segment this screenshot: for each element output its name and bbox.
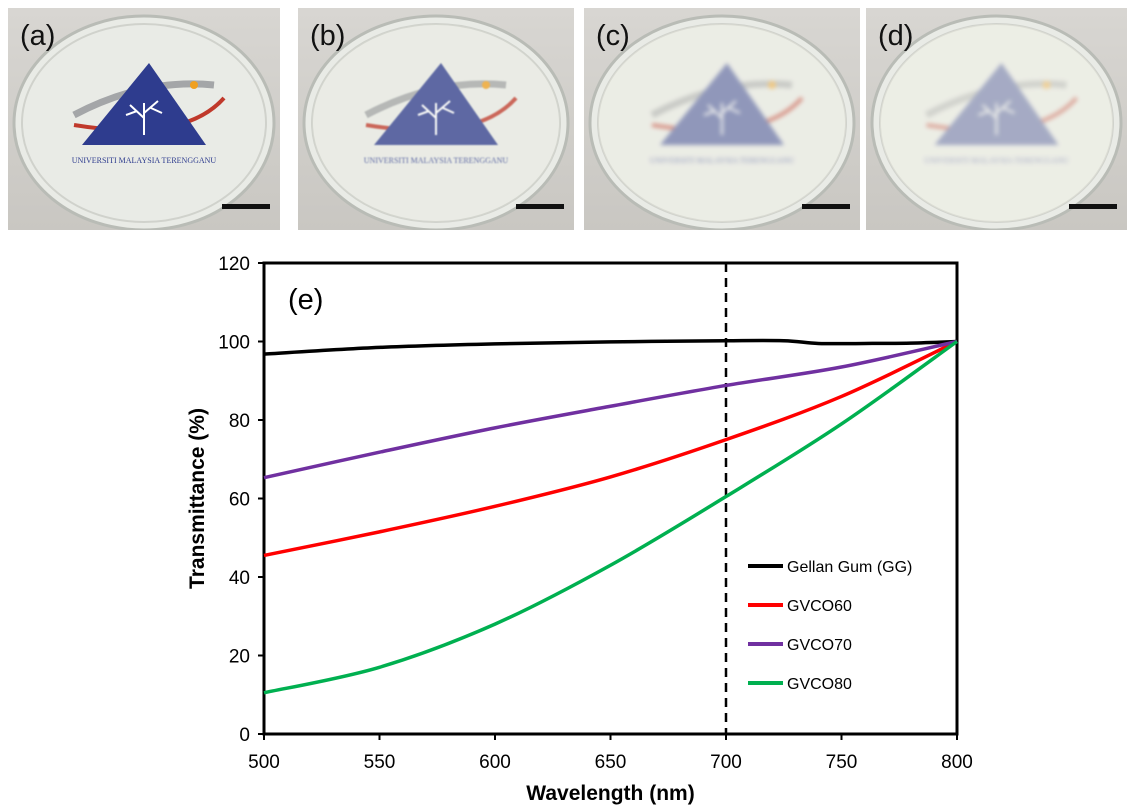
- plot-frame: [262, 261, 959, 736]
- photo-panel-label: (b): [310, 20, 346, 52]
- petri-dish-photo: UNIVERSITI MALAYSIA TERENGGANU: [302, 14, 570, 230]
- petri-dish-photo: UNIVERSITI MALAYSIA TERENGGANU: [870, 14, 1123, 230]
- x-tick-label: 650: [595, 752, 627, 773]
- x-tick-label: 750: [826, 752, 858, 773]
- scale-bar: [516, 204, 564, 209]
- y-tick-label: 40: [229, 568, 250, 589]
- x-tick-label: 800: [941, 752, 973, 773]
- chart-panel-label: (e): [288, 284, 323, 316]
- photo-panel-b: UNIVERSITI MALAYSIA TERENGGANU (b): [298, 8, 574, 230]
- y-tick-label: 100: [218, 333, 250, 354]
- x-axis-label: Wavelength (nm): [526, 782, 694, 805]
- logo-caption: UNIVERSITI MALAYSIA TERENGGANU: [650, 156, 795, 165]
- photo-panel-label: (a): [20, 20, 56, 52]
- y-tick-label: 20: [229, 647, 250, 668]
- scale-bar: [222, 204, 270, 209]
- legend-label: Gellan Gum (GG): [787, 559, 912, 576]
- y-tick-label: 120: [218, 254, 250, 275]
- y-axis-label: Transmittance (%): [186, 408, 209, 589]
- y-tick-label: 80: [229, 411, 250, 432]
- x-tick-label: 500: [248, 752, 280, 773]
- x-tick-label: 600: [479, 752, 511, 773]
- y-tick-label: 60: [229, 490, 250, 511]
- photo-panel-c: UNIVERSITI MALAYSIA TERENGGANU (c): [584, 8, 860, 230]
- photo-panel-label: (c): [596, 20, 630, 52]
- series-line-gellan-gum-gg-: [263, 338, 958, 356]
- legend-label: GVCO60: [787, 598, 852, 615]
- photo-panel-a: UNIVERSITI MALAYSIA TERENGGANU (a): [8, 8, 280, 230]
- logo-caption: UNIVERSITI MALAYSIA TERENGGANU: [924, 156, 1069, 165]
- photo-row: UNIVERSITI MALAYSIA TERENGGANU (a) UNIVE…: [0, 0, 1137, 232]
- legend-label: GVCO80: [787, 676, 852, 693]
- photo-panel-d: UNIVERSITI MALAYSIA TERENGGANU (d): [866, 8, 1127, 230]
- x-tick-label: 700: [710, 752, 742, 773]
- y-tick-label: 0: [239, 725, 250, 746]
- photo-panel-label: (d): [878, 20, 914, 52]
- petri-dish-photo: UNIVERSITI MALAYSIA TERENGGANU: [12, 14, 276, 230]
- x-tick-label: 550: [364, 752, 396, 773]
- scale-bar: [1069, 204, 1117, 209]
- series-line-gvco80: [263, 340, 959, 695]
- series-line-gvco60: [263, 339, 958, 558]
- logo-caption: UNIVERSITI MALAYSIA TERENGGANU: [364, 156, 509, 165]
- transmittance-chart: 0 20 40 60 80 100 120 500 550 600 650 700 750 800 Wave…: [186, 254, 973, 805]
- logo-caption: UNIVERSITI MALAYSIA TERENGGANU: [72, 156, 217, 165]
- petri-dish-photo: UNIVERSITI MALAYSIA TERENGGANU: [588, 14, 856, 230]
- series-line-gvco70: [263, 339, 958, 480]
- scale-bar: [802, 204, 850, 209]
- legend-label: GVCO70: [787, 637, 852, 654]
